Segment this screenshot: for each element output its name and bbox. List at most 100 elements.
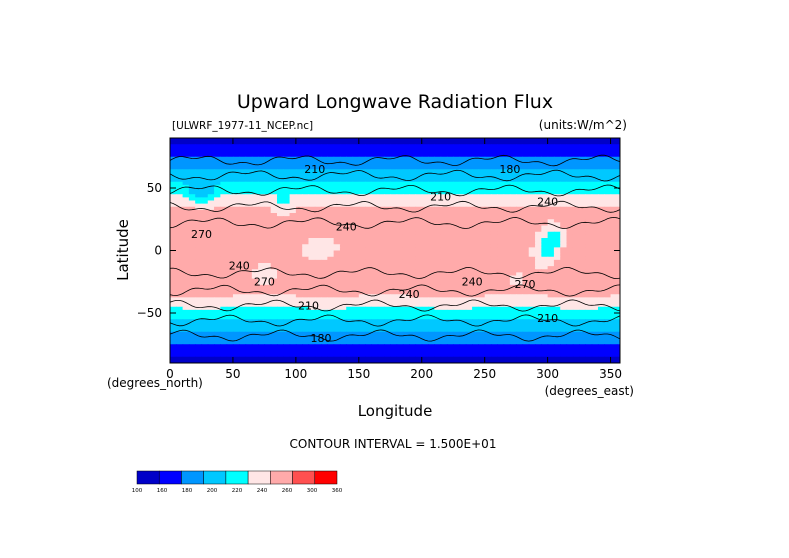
field-cell bbox=[421, 303, 429, 308]
field-cell bbox=[591, 284, 599, 289]
field-cell bbox=[182, 238, 190, 242]
field-cell bbox=[459, 313, 467, 317]
field-cell bbox=[201, 313, 209, 317]
field-cell bbox=[409, 306, 417, 311]
field-cell bbox=[251, 322, 259, 327]
field-cell bbox=[390, 172, 398, 177]
field-cell bbox=[289, 256, 297, 261]
field-cell bbox=[327, 147, 335, 152]
field-cell bbox=[535, 272, 542, 277]
field-cell bbox=[440, 319, 448, 323]
field-cell bbox=[541, 216, 549, 220]
field-cell bbox=[415, 175, 423, 180]
field-cell bbox=[453, 209, 461, 214]
field-cell bbox=[207, 300, 215, 305]
field-cell bbox=[453, 300, 461, 305]
field-cell bbox=[195, 328, 203, 333]
field-cell bbox=[541, 259, 549, 264]
field-cell bbox=[358, 216, 366, 220]
field-cell bbox=[415, 184, 423, 189]
field-cell bbox=[258, 288, 266, 292]
field-cell bbox=[509, 269, 517, 273]
field-cell bbox=[170, 241, 177, 245]
field-cell bbox=[346, 141, 354, 145]
field-cell bbox=[465, 159, 473, 164]
field-cell bbox=[610, 228, 618, 233]
field-cell bbox=[484, 241, 492, 245]
field-cell bbox=[176, 244, 184, 248]
field-cell bbox=[302, 253, 310, 258]
field-cell bbox=[535, 238, 542, 242]
field-cell bbox=[365, 197, 372, 202]
field-cell bbox=[308, 188, 316, 192]
field-cell bbox=[396, 228, 404, 233]
field-cell bbox=[541, 175, 549, 180]
field-cell bbox=[434, 194, 442, 198]
field-cell bbox=[484, 309, 492, 314]
field-cell bbox=[553, 156, 561, 161]
field-cell bbox=[327, 347, 335, 352]
field-cell bbox=[226, 272, 234, 277]
field-cell bbox=[365, 153, 372, 158]
field-cell bbox=[497, 284, 505, 289]
field-cell bbox=[346, 247, 354, 252]
field-cell bbox=[585, 272, 593, 277]
field-cell bbox=[195, 150, 203, 155]
field-cell bbox=[560, 316, 568, 320]
field-cell bbox=[371, 313, 379, 317]
field-cell bbox=[396, 231, 404, 236]
field-cell bbox=[585, 313, 593, 317]
field-cell bbox=[383, 284, 391, 289]
field-cell bbox=[289, 309, 297, 314]
dataset-label: [ULWRF_1977-11_NCEP.nc] bbox=[172, 120, 313, 132]
field-cell bbox=[188, 250, 196, 255]
field-cell bbox=[402, 250, 410, 255]
field-cell bbox=[276, 331, 284, 336]
field-cell bbox=[522, 188, 530, 192]
field-cell bbox=[207, 256, 215, 261]
field-cell bbox=[516, 147, 524, 152]
field-cell bbox=[490, 219, 498, 223]
field-cell bbox=[176, 141, 184, 145]
field-cell bbox=[214, 272, 221, 277]
field-cell bbox=[245, 219, 253, 223]
field-cell bbox=[616, 259, 620, 264]
field-cell bbox=[220, 138, 228, 142]
field-cell bbox=[446, 297, 454, 302]
field-cell bbox=[346, 341, 354, 345]
field-cell bbox=[528, 313, 536, 317]
field-cell bbox=[207, 197, 215, 202]
field-cell bbox=[409, 178, 417, 183]
field-cell bbox=[377, 153, 385, 158]
field-cell bbox=[566, 194, 574, 198]
field-cell bbox=[610, 159, 618, 164]
field-cell bbox=[232, 303, 240, 308]
field-cell bbox=[214, 150, 221, 155]
field-cell bbox=[289, 216, 297, 220]
field-cell bbox=[535, 306, 542, 311]
field-cell bbox=[352, 203, 360, 208]
field-cell bbox=[497, 181, 505, 186]
field-cell bbox=[421, 178, 429, 183]
field-cell bbox=[188, 259, 196, 264]
field-cell bbox=[490, 328, 498, 333]
field-cell bbox=[472, 253, 479, 258]
field-cell bbox=[402, 181, 410, 186]
field-cell bbox=[258, 325, 266, 330]
field-cell bbox=[302, 175, 310, 180]
field-cell bbox=[497, 194, 505, 198]
field-cell bbox=[490, 206, 498, 211]
field-cell bbox=[478, 288, 486, 292]
field-cell bbox=[597, 300, 605, 305]
field-cell bbox=[541, 325, 549, 330]
field-cell bbox=[428, 284, 435, 289]
field-cell bbox=[283, 309, 291, 314]
field-cell bbox=[239, 341, 247, 345]
field-cell bbox=[321, 228, 328, 233]
field-cell bbox=[251, 306, 259, 311]
field-cell bbox=[314, 341, 322, 345]
field-cell bbox=[377, 197, 385, 202]
field-cell bbox=[251, 172, 259, 177]
field-cell bbox=[616, 197, 620, 202]
field-cell bbox=[503, 206, 511, 211]
